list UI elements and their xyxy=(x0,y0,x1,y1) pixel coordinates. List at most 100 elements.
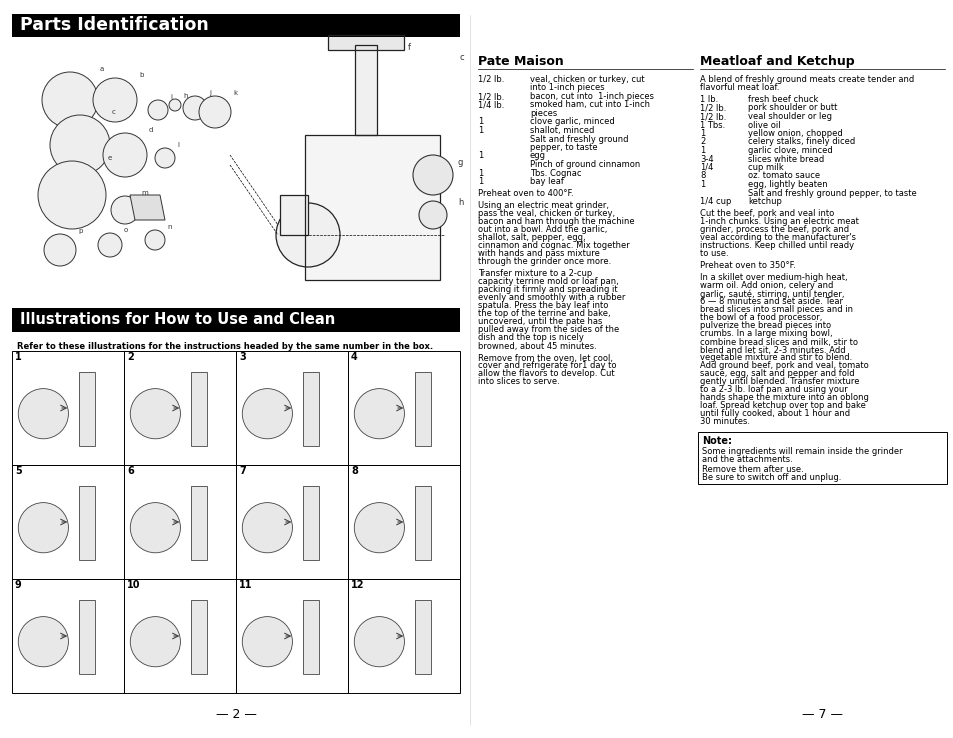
Text: 1: 1 xyxy=(477,117,483,126)
Bar xyxy=(191,599,207,674)
Text: 1-inch chunks. Using an electric meat: 1-inch chunks. Using an electric meat xyxy=(700,218,858,227)
Bar xyxy=(12,579,124,693)
Circle shape xyxy=(103,133,147,177)
Circle shape xyxy=(18,617,69,666)
Text: Transfer mixture to a 2-cup: Transfer mixture to a 2-cup xyxy=(477,269,592,278)
Circle shape xyxy=(242,617,293,666)
Text: combine bread slices and milk, stir to: combine bread slices and milk, stir to xyxy=(700,337,857,347)
Text: Salt and freshly ground pepper, to taste: Salt and freshly ground pepper, to taste xyxy=(747,188,916,198)
Text: pieces: pieces xyxy=(530,109,557,118)
Text: shallot, salt, pepper, egg,: shallot, salt, pepper, egg, xyxy=(477,233,585,243)
Text: 1: 1 xyxy=(477,126,483,135)
Text: Pate Maison: Pate Maison xyxy=(477,55,563,68)
Text: 30 minutes.: 30 minutes. xyxy=(700,418,749,427)
Circle shape xyxy=(354,503,404,553)
Bar xyxy=(415,486,431,559)
Text: Preheat oven to 350°F.: Preheat oven to 350°F. xyxy=(700,261,795,271)
Text: slices white bread: slices white bread xyxy=(747,154,823,164)
Text: 1/2 lb.: 1/2 lb. xyxy=(700,112,725,121)
Bar xyxy=(303,486,318,559)
Text: into 1-inch pieces: into 1-inch pieces xyxy=(530,83,604,92)
Text: g: g xyxy=(457,158,463,167)
Bar xyxy=(191,599,207,674)
Text: Remove from the oven, let cool,: Remove from the oven, let cool, xyxy=(477,354,613,362)
Text: veal shoulder or leg: veal shoulder or leg xyxy=(747,112,831,121)
Circle shape xyxy=(242,389,293,439)
Bar xyxy=(303,599,318,674)
Bar xyxy=(415,599,431,674)
Text: through the grinder once more.: through the grinder once more. xyxy=(477,258,611,266)
Text: 3: 3 xyxy=(239,352,246,362)
Text: 1: 1 xyxy=(700,129,704,138)
Circle shape xyxy=(169,99,181,111)
Bar xyxy=(191,486,207,559)
Text: dish and the top is nicely: dish and the top is nicely xyxy=(477,334,583,342)
Text: uncovered, until the pate has: uncovered, until the pate has xyxy=(477,317,601,326)
Text: — 7 —: — 7 — xyxy=(801,708,842,722)
Text: garlic, sauté, stirring, until tender,: garlic, sauté, stirring, until tender, xyxy=(700,289,843,299)
Text: pork shoulder or butt: pork shoulder or butt xyxy=(747,103,837,112)
Bar xyxy=(191,486,207,559)
Text: h: h xyxy=(457,198,463,207)
Bar xyxy=(303,599,318,674)
Text: 6: 6 xyxy=(127,466,133,476)
Text: 1: 1 xyxy=(15,352,22,362)
Bar xyxy=(79,371,94,446)
Circle shape xyxy=(154,148,174,168)
Text: k: k xyxy=(233,90,237,96)
Bar xyxy=(124,351,235,465)
Text: Some ingredients will remain inside the grinder: Some ingredients will remain inside the … xyxy=(701,446,902,455)
Text: capacity terrine mold or loaf pan,: capacity terrine mold or loaf pan, xyxy=(477,277,618,286)
Text: 6 — 8 minutes and set aside. Tear: 6 — 8 minutes and set aside. Tear xyxy=(700,297,842,306)
Text: l: l xyxy=(177,142,179,148)
Text: grinder, process the beef, pork and: grinder, process the beef, pork and xyxy=(700,226,848,235)
Text: browned, about 45 minutes.: browned, about 45 minutes. xyxy=(477,342,597,351)
Text: 1: 1 xyxy=(477,151,483,160)
Bar xyxy=(280,195,308,235)
Text: m: m xyxy=(141,190,148,196)
Text: the bowl of a food processor,: the bowl of a food processor, xyxy=(700,314,821,323)
Text: pulverize the bread pieces into: pulverize the bread pieces into xyxy=(700,322,830,331)
Bar xyxy=(79,486,94,559)
Bar xyxy=(305,135,439,280)
Text: the top of the terrine and bake,: the top of the terrine and bake, xyxy=(477,309,610,319)
Bar xyxy=(235,351,348,465)
Text: flavorful meat loaf.: flavorful meat loaf. xyxy=(700,83,779,92)
Text: A blend of freshly ground meats create tender and: A blend of freshly ground meats create t… xyxy=(700,75,913,84)
Text: f: f xyxy=(408,43,411,52)
Bar xyxy=(348,351,459,465)
Text: h: h xyxy=(183,93,188,99)
Text: ketchup: ketchup xyxy=(747,197,781,206)
Bar xyxy=(124,465,235,579)
Text: bread slices into small pieces and in: bread slices into small pieces and in xyxy=(700,306,852,314)
Text: with hands and pass mixture: with hands and pass mixture xyxy=(477,249,599,258)
Text: 1: 1 xyxy=(477,177,483,186)
Bar xyxy=(12,308,459,332)
Text: pepper, to taste: pepper, to taste xyxy=(530,143,597,152)
Circle shape xyxy=(44,234,76,266)
Text: Using an electric meat grinder,: Using an electric meat grinder, xyxy=(477,201,608,210)
Text: shallot, minced: shallot, minced xyxy=(530,126,594,135)
Text: pass the veal, chicken or turkey,: pass the veal, chicken or turkey, xyxy=(477,210,615,218)
Text: c: c xyxy=(459,53,464,62)
Bar xyxy=(235,579,348,693)
Bar xyxy=(191,371,207,446)
Text: Be sure to switch off and unplug.: Be sure to switch off and unplug. xyxy=(701,474,841,483)
Bar xyxy=(280,195,308,235)
Text: 1: 1 xyxy=(700,146,704,155)
Text: 3-4: 3-4 xyxy=(700,154,713,164)
Text: Preheat oven to 400°F.: Preheat oven to 400°F. xyxy=(477,190,573,199)
Circle shape xyxy=(50,115,110,175)
Text: veal, chicken or turkey, cut: veal, chicken or turkey, cut xyxy=(530,75,644,84)
Text: bay leaf: bay leaf xyxy=(530,177,563,186)
Text: until fully cooked, about 1 hour and: until fully cooked, about 1 hour and xyxy=(700,410,849,418)
Text: b: b xyxy=(139,72,143,78)
Circle shape xyxy=(275,203,339,267)
Circle shape xyxy=(131,617,180,666)
Bar xyxy=(235,465,348,579)
Text: gently until blended. Transfer mixture: gently until blended. Transfer mixture xyxy=(700,378,859,387)
Text: clove garlic, minced: clove garlic, minced xyxy=(530,117,614,126)
Text: Meatloaf and Ketchup: Meatloaf and Ketchup xyxy=(700,55,854,68)
Text: spatula. Press the bay leaf into: spatula. Press the bay leaf into xyxy=(477,302,608,311)
Circle shape xyxy=(18,389,69,439)
